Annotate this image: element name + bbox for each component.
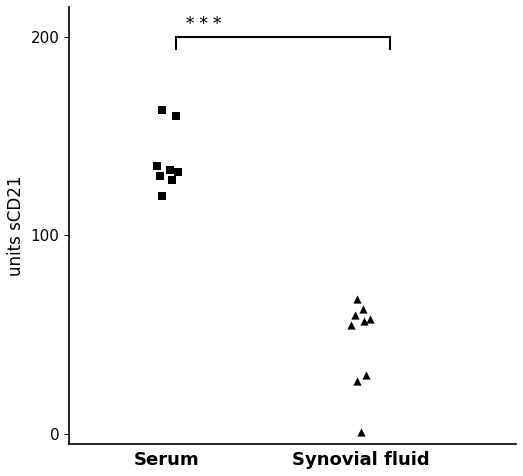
- Point: [350, 311, 359, 319]
- Text: * * *: * * *: [186, 16, 221, 33]
- Point: [152, 162, 161, 170]
- Point: [356, 428, 365, 436]
- Point: [158, 192, 166, 199]
- Point: [353, 295, 361, 303]
- Point: [156, 172, 165, 179]
- Point: [166, 166, 174, 174]
- Point: [168, 176, 176, 184]
- Point: [360, 317, 369, 325]
- Point: [158, 107, 166, 114]
- Point: [362, 371, 371, 378]
- Point: [358, 305, 367, 313]
- Y-axis label: units sCD21: units sCD21: [7, 175, 25, 276]
- Point: [174, 168, 182, 176]
- Point: [353, 377, 361, 384]
- Point: [366, 315, 374, 323]
- Point: [172, 112, 180, 120]
- Point: [347, 321, 355, 329]
